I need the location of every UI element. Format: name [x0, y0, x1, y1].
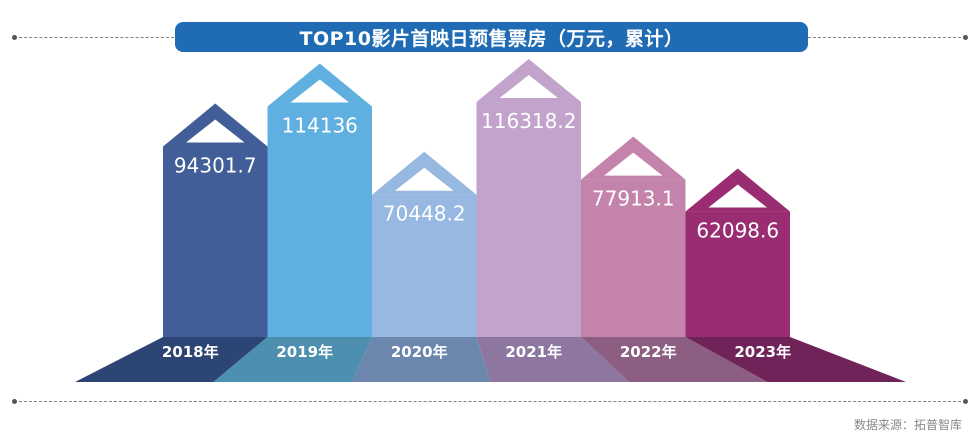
bar-body-1: [163, 146, 268, 337]
top-divider-right: [808, 37, 966, 38]
category-label-5: 2022年: [620, 343, 677, 361]
bar-body-5: [581, 179, 686, 337]
bar-3: 70448.2: [372, 151, 477, 337]
value-label-6: 62098.6: [696, 219, 779, 243]
top-divider-left: [14, 37, 174, 38]
category-label-2: 2019年: [276, 343, 333, 361]
category-label-3: 2020年: [391, 343, 448, 361]
category-label-1: 2018年: [162, 343, 219, 361]
value-label-3: 70448.2: [383, 202, 466, 226]
bottom-left-dot: [12, 399, 17, 404]
category-label-6: 2023年: [734, 343, 791, 361]
bar-roof-highlight-3: [395, 167, 454, 191]
base-segment-1: [75, 337, 268, 382]
bar-roof-highlight-5: [604, 152, 663, 176]
base-segment-6: [685, 337, 906, 382]
base-segment-2: [213, 337, 372, 382]
category-label-4: 2021年: [505, 343, 562, 361]
data-source-note: 数据来源：拓普智库: [853, 418, 962, 432]
bar-roof-highlight-1: [186, 119, 245, 143]
chart-title: TOP10影片首映日预售票房（万元，累计）: [175, 22, 808, 52]
base-segment-4: [476, 337, 629, 382]
bar-4: 116318.2: [476, 59, 581, 338]
value-label-2: 114136: [282, 113, 358, 137]
bar-2: 114136: [267, 63, 372, 337]
bottom-divider: [14, 401, 966, 402]
top-left-dot: [12, 35, 17, 40]
value-label-4: 116318.2: [481, 109, 576, 133]
bar-body-4: [476, 102, 581, 338]
bar-roof-highlight-6: [708, 184, 767, 208]
bottom-right-dot: [963, 399, 968, 404]
base-segment-5: [581, 337, 768, 382]
bar-6: 62098.6: [685, 168, 790, 337]
base-segment-3: [352, 337, 491, 382]
bar-roof-highlight-2: [290, 79, 349, 103]
bar-body-3: [372, 194, 477, 337]
top-right-dot: [963, 35, 968, 40]
bar-body-6: [685, 211, 790, 337]
bar-5: 77913.1: [581, 136, 686, 337]
value-label-5: 77913.1: [592, 187, 675, 211]
bar-1: 94301.7: [163, 103, 268, 337]
value-label-1: 94301.7: [174, 154, 257, 178]
bar-body-2: [267, 106, 372, 337]
bar-roof-highlight-4: [499, 75, 558, 99]
